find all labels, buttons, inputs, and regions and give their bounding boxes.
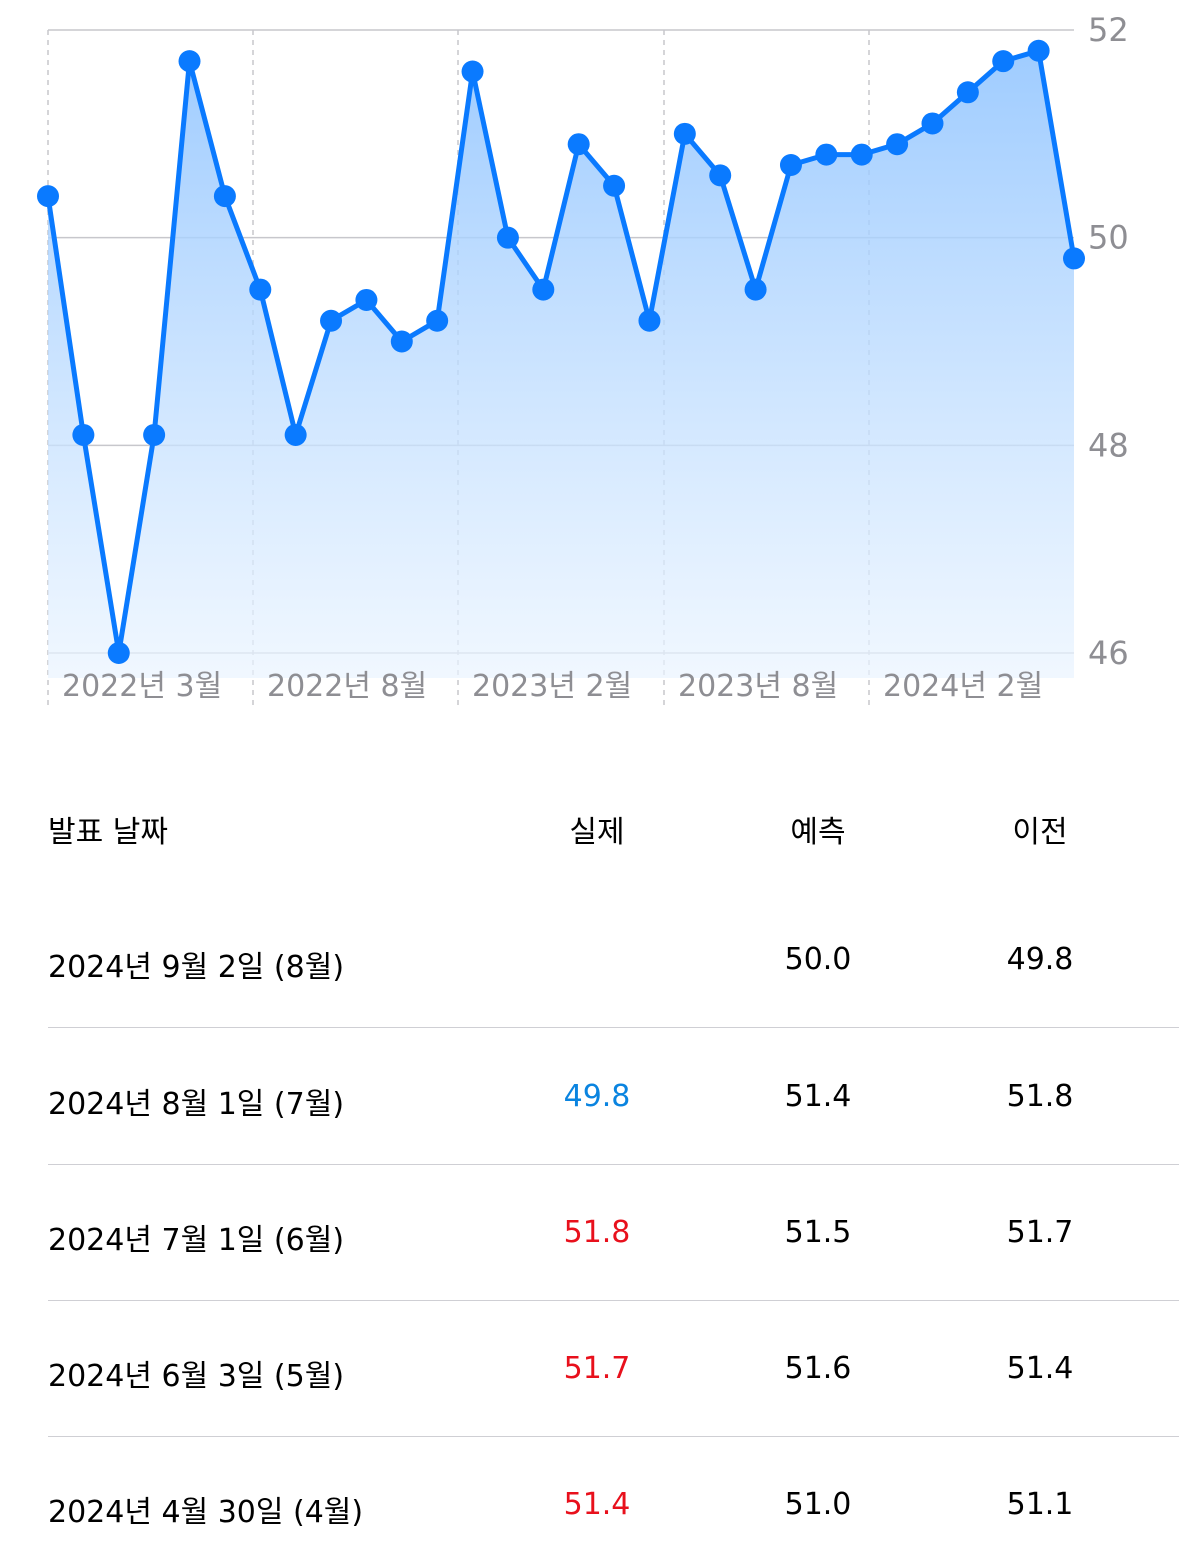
data-point: [1027, 39, 1050, 62]
data-point: [956, 81, 979, 104]
previous-value: 51.1: [1006, 1487, 1074, 1522]
data-point: [37, 185, 59, 208]
data-point: [567, 133, 590, 156]
data-point: [178, 50, 201, 73]
actual-value: 51.8: [563, 1215, 631, 1250]
release-date: 2024년 6월 3일 (5월): [48, 1359, 345, 1394]
row-divider: [48, 1027, 1179, 1028]
pmi-area-chart: 52 50 48 46 2022년 3월 2022년 8월 2023년 2월 2023년 8…: [37, 11, 1129, 705]
x-tick-label: 2022년 8월: [267, 669, 427, 704]
row-divider: [48, 1436, 1179, 1437]
data-point: [72, 423, 95, 446]
header-date: 발표 날짜: [48, 815, 168, 850]
row-divider: [48, 1164, 1179, 1165]
y-tick-label: 50: [1088, 219, 1129, 257]
data-point: [320, 309, 343, 332]
data-point: [390, 330, 413, 353]
data-point: [284, 423, 307, 446]
data-point: [603, 174, 626, 197]
data-point: [779, 153, 802, 176]
y-tick-label: 52: [1088, 11, 1129, 49]
data-point: [992, 50, 1015, 73]
release-date: 2024년 8월 1일 (7월): [48, 1087, 345, 1122]
previous-value: 51.8: [1006, 1079, 1074, 1114]
release-date: 2024년 4월 30일 (4월): [48, 1495, 364, 1530]
actual-value: 51.7: [563, 1351, 631, 1386]
data-point: [744, 278, 767, 301]
previous-value: 51.7: [1006, 1215, 1074, 1250]
data-point: [886, 133, 909, 156]
data-point: [143, 423, 166, 446]
data-point: [249, 278, 272, 301]
x-tick-label: 2022년 3월: [62, 669, 222, 704]
data-point: [1063, 247, 1085, 270]
x-tick-label: 2024년 2월: [883, 669, 1043, 704]
data-point: [850, 143, 873, 166]
data-point: [213, 185, 236, 208]
header-forecast: 예측: [790, 815, 846, 850]
data-point: [355, 288, 378, 311]
previous-value: 51.4: [1006, 1351, 1074, 1386]
release-date: 2024년 7월 1일 (6월): [48, 1223, 345, 1258]
data-point: [532, 278, 555, 301]
data-point: [638, 309, 661, 332]
forecast-value: 50.0: [784, 942, 852, 977]
x-tick-label: 2023년 2월: [472, 669, 632, 704]
data-point: [815, 143, 838, 166]
data-point: [107, 642, 130, 664]
actual-value: 51.4: [563, 1487, 631, 1522]
forecast-value: 51.4: [784, 1079, 852, 1114]
data-point: [426, 309, 449, 332]
header-previous: 이전: [1012, 815, 1068, 850]
data-point: [496, 226, 519, 249]
chart-area-fill: [48, 50, 1074, 679]
data-point: [709, 164, 732, 187]
data-point: [673, 122, 696, 145]
data-point: [461, 60, 484, 83]
forecast-value: 51.5: [784, 1215, 852, 1250]
release-date: 2024년 9월 2일 (8월): [48, 950, 345, 985]
data-point: [921, 112, 944, 135]
forecast-value: 51.0: [784, 1487, 852, 1522]
y-tick-label: 48: [1088, 426, 1129, 464]
forecast-value: 51.6: [784, 1351, 852, 1386]
header-actual: 실제: [569, 815, 625, 850]
x-tick-label: 2023년 8월: [678, 669, 838, 704]
y-tick-label: 46: [1088, 634, 1129, 672]
previous-value: 49.8: [1006, 942, 1074, 977]
actual-value: 49.8: [563, 1079, 631, 1114]
row-divider: [48, 1300, 1179, 1301]
